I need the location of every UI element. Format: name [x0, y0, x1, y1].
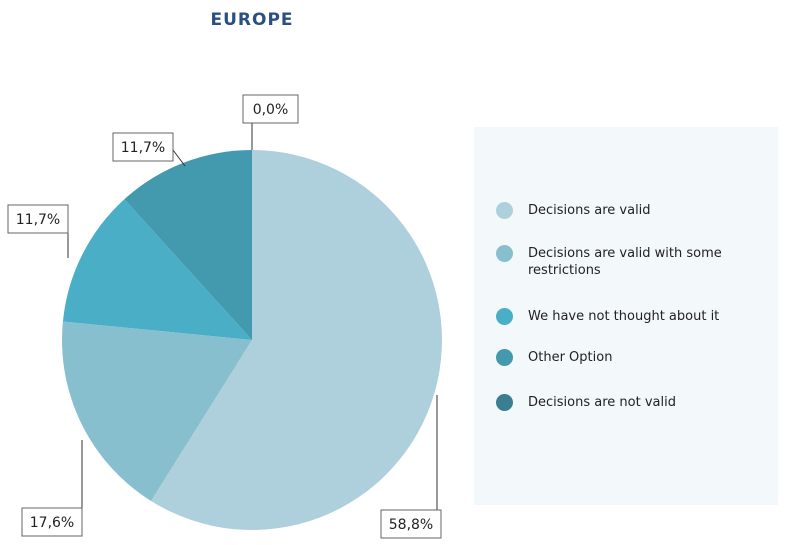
legend-swatch: [496, 394, 513, 411]
legend: Decisions are valid Decisions are valid w…: [474, 127, 778, 505]
legend-label: Decisions are valid: [528, 203, 651, 218]
pie-slice: [61, 321, 252, 501]
legend-swatch: [496, 202, 513, 219]
legend-swatch: [496, 245, 513, 262]
data-label: 17,6%: [30, 515, 74, 531]
label-box: [380, 509, 442, 539]
pie-slice: [62, 199, 252, 340]
legend-swatch: [496, 349, 513, 366]
legend-swatch: [496, 308, 513, 325]
label-box: [242, 94, 299, 124]
data-label: 11,7%: [121, 140, 165, 156]
leader-line: [172, 149, 186, 167]
pie-slice: [151, 150, 442, 530]
pie-slice: [124, 150, 252, 340]
legend-label: Decisions are not valid: [528, 395, 676, 410]
legend-item: Decisions are not valid: [496, 394, 756, 411]
data-label: 11,7%: [16, 212, 60, 228]
label-box: [7, 204, 69, 234]
data-label: 58,8%: [389, 517, 433, 533]
legend-item: Decisions are valid: [496, 202, 756, 219]
legend-label: Decisions are valid with some restrictio…: [528, 246, 722, 278]
label-box: [112, 132, 174, 162]
legend-item: We have not thought about it: [496, 308, 756, 325]
legend-label: Other Option: [528, 350, 613, 365]
data-label: 0,0%: [253, 102, 289, 118]
legend-label: We have not thought about it: [528, 309, 720, 324]
legend-item: Decisions are valid with some restrictio…: [496, 245, 756, 279]
legend-item: Other Option: [496, 349, 756, 366]
chart-title: EUROPE: [210, 10, 293, 30]
label-box: [21, 507, 83, 537]
